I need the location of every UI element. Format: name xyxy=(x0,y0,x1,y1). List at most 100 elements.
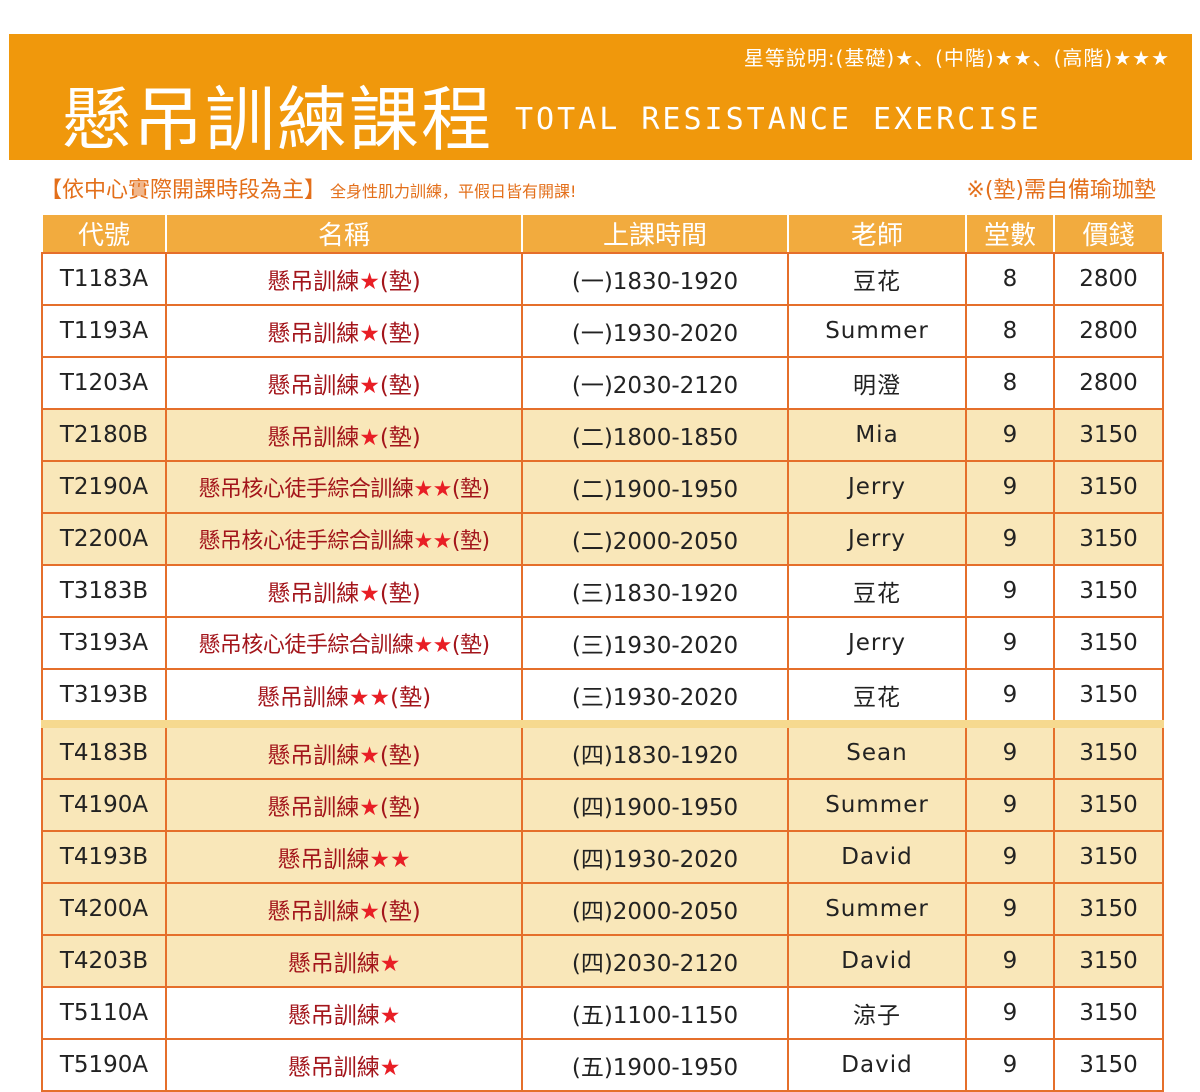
teacher-name: Mia xyxy=(787,408,967,462)
course-price: 3150 xyxy=(1053,564,1164,618)
class-time: (一)1930-2020 xyxy=(521,304,789,358)
schedule-notice: 【依中心實際開課時段為主】 全身性肌力訓練，平假日皆有開課! xyxy=(40,172,576,204)
schedule-notice-detail: 全身性肌力訓練，平假日皆有開課! xyxy=(330,182,577,201)
star-legend-mid: (中階) xyxy=(935,46,995,70)
mat-required: (墊) xyxy=(379,581,421,607)
course-name-cell: 懸吊訓練★★ xyxy=(165,830,523,884)
course-code: T1203A xyxy=(41,356,167,410)
column-header-code: 代號 xyxy=(41,213,167,254)
teacher-name: 豆花 xyxy=(787,252,967,306)
teacher-name: Jerry xyxy=(787,460,967,514)
course-code: T4203B xyxy=(41,934,167,988)
session-count: 9 xyxy=(965,408,1055,462)
session-count: 9 xyxy=(965,720,1055,780)
class-time: (四)2000-2050 xyxy=(521,882,789,936)
session-count: 8 xyxy=(965,252,1055,306)
course-name-cell: 懸吊訓練★(墊) xyxy=(165,408,523,462)
star-rating-icon: ★ xyxy=(359,743,380,769)
course-price: 3150 xyxy=(1053,830,1164,884)
mat-note: ※(墊)需自備瑜珈墊 xyxy=(966,178,1156,203)
column-header-price: 價錢 xyxy=(1053,213,1164,254)
mat-required: (墊) xyxy=(451,633,490,658)
session-count: 9 xyxy=(965,668,1055,725)
column-header-time: 上課時間 xyxy=(521,213,789,254)
star-legend: 星等說明:(基礎)★、(中階)★★、(高階)★★★ xyxy=(744,42,1170,71)
course-name-cell: 懸吊訓練★ xyxy=(165,1038,523,1092)
class-time: (四)1830-1920 xyxy=(521,720,789,780)
course-price: 3150 xyxy=(1053,460,1164,514)
course-name: 懸吊訓練 xyxy=(277,847,370,873)
course-name-cell: 懸吊訓練★ xyxy=(165,934,523,988)
star-rating-icon: ★★ xyxy=(369,847,411,873)
mat-required: (墊) xyxy=(379,899,421,925)
class-time: (四)2030-2120 xyxy=(521,934,789,988)
course-name: 懸吊訓練 xyxy=(267,795,360,821)
star-rating-icon: ★ xyxy=(379,1003,401,1029)
mat-required: (墊) xyxy=(379,269,421,295)
header-banner: 星等說明:(基礎)★、(中階)★★、(高階)★★★ 懸吊訓練課程 TOTAL R… xyxy=(9,34,1192,161)
star-rating-icon: ★★ xyxy=(413,633,452,658)
star-legend-basic: (基礎) xyxy=(835,46,896,70)
table-row: T4183B 懸吊訓練★(墊) (四)1830-1920 Sean 9 3150 xyxy=(41,720,1164,780)
course-name: 懸吊訓練 xyxy=(267,373,360,399)
star-rating-icon: ★ xyxy=(359,321,380,347)
course-price: 3150 xyxy=(1053,408,1164,462)
session-count: 9 xyxy=(965,1038,1055,1092)
course-price: 3150 xyxy=(1053,616,1164,670)
course-code: T3183B xyxy=(41,564,167,618)
mat-required: (墊) xyxy=(379,425,421,451)
course-name: 懸吊核心徒手綜合訓練 xyxy=(198,477,414,502)
teacher-name: 涼子 xyxy=(787,986,967,1040)
course-name-cell: 懸吊核心徒手綜合訓練★★(墊) xyxy=(165,616,523,670)
separator: 、 xyxy=(1032,46,1054,70)
session-count: 9 xyxy=(965,616,1055,670)
course-price: 3150 xyxy=(1053,512,1164,566)
teacher-name: 明澄 xyxy=(787,356,967,410)
course-code: T2180B xyxy=(41,408,167,462)
course-code: T3193B xyxy=(41,668,167,725)
course-price: 3150 xyxy=(1053,668,1164,725)
session-count: 8 xyxy=(965,304,1055,358)
session-count: 9 xyxy=(965,564,1055,618)
course-price: 3150 xyxy=(1053,986,1164,1040)
table-row: T4200A 懸吊訓練★(墊) (四)2000-2050 Summer 9 3150 xyxy=(41,882,1164,936)
class-time: (一)2030-2120 xyxy=(521,356,789,410)
mat-required: (墊) xyxy=(379,743,421,769)
course-schedule-table: 代號 名稱 上課時間 老師 堂數 價錢 T1183A 懸吊訓練★(墊) (一)183… xyxy=(41,213,1164,1092)
star-rating-icon: ★★ xyxy=(413,477,452,502)
teacher-name: Jerry xyxy=(787,512,967,566)
course-name: 懸吊訓練 xyxy=(267,581,360,607)
star-rating-icon: ★ xyxy=(359,899,380,925)
course-name: 懸吊訓練 xyxy=(267,425,360,451)
table-row: T2190A 懸吊核心徒手綜合訓練★★(墊) (二)1900-1950 Jerry 9 3… xyxy=(41,460,1164,514)
star-rating-icon: ★ xyxy=(895,46,915,70)
course-name: 懸吊訓練 xyxy=(267,321,360,347)
star-rating-icon: ★★ xyxy=(994,46,1033,70)
table-row: T1203A 懸吊訓練★(墊) (一)2030-2120 明澄 8 2800 xyxy=(41,356,1164,410)
star-rating-icon: ★ xyxy=(359,269,380,295)
course-name: 懸吊核心徒手綜合訓練 xyxy=(198,633,414,658)
mat-required: (墊) xyxy=(379,321,421,347)
session-count: 9 xyxy=(965,986,1055,1040)
mat-required: (墊) xyxy=(379,373,421,399)
course-price: 3150 xyxy=(1053,934,1164,988)
course-name-cell: 懸吊訓練★(墊) xyxy=(165,778,523,832)
course-code: T5110A xyxy=(41,986,167,1040)
star-rating-icon: ★ xyxy=(359,795,380,821)
course-name-cell: 懸吊訓練★(墊) xyxy=(165,882,523,936)
course-name: 懸吊訓練 xyxy=(287,951,380,977)
course-name-cell: 懸吊核心徒手綜合訓練★★(墊) xyxy=(165,460,523,514)
course-name-cell: 懸吊訓練★(墊) xyxy=(165,252,523,306)
course-name-cell: 懸吊訓練★ xyxy=(165,986,523,1040)
teacher-name: Summer xyxy=(787,882,967,936)
teacher-name: Jerry xyxy=(787,616,967,670)
table-row: T3183B 懸吊訓練★(墊) (三)1830-1920 豆花 9 3150 xyxy=(41,564,1164,618)
course-name-cell: 懸吊訓練★(墊) xyxy=(165,564,523,618)
schedule-notice-bracket: 【依中心實際開課時段為主】 xyxy=(40,178,327,203)
table-row: T5110A 懸吊訓練★ (五)1100-1150 涼子 9 3150 xyxy=(41,986,1164,1040)
teacher-name: David xyxy=(787,934,967,988)
course-price: 3150 xyxy=(1053,778,1164,832)
course-name-cell: 懸吊訓練★(墊) xyxy=(165,304,523,358)
star-rating-icon: ★ xyxy=(359,581,380,607)
course-code: T3193A xyxy=(41,616,167,670)
